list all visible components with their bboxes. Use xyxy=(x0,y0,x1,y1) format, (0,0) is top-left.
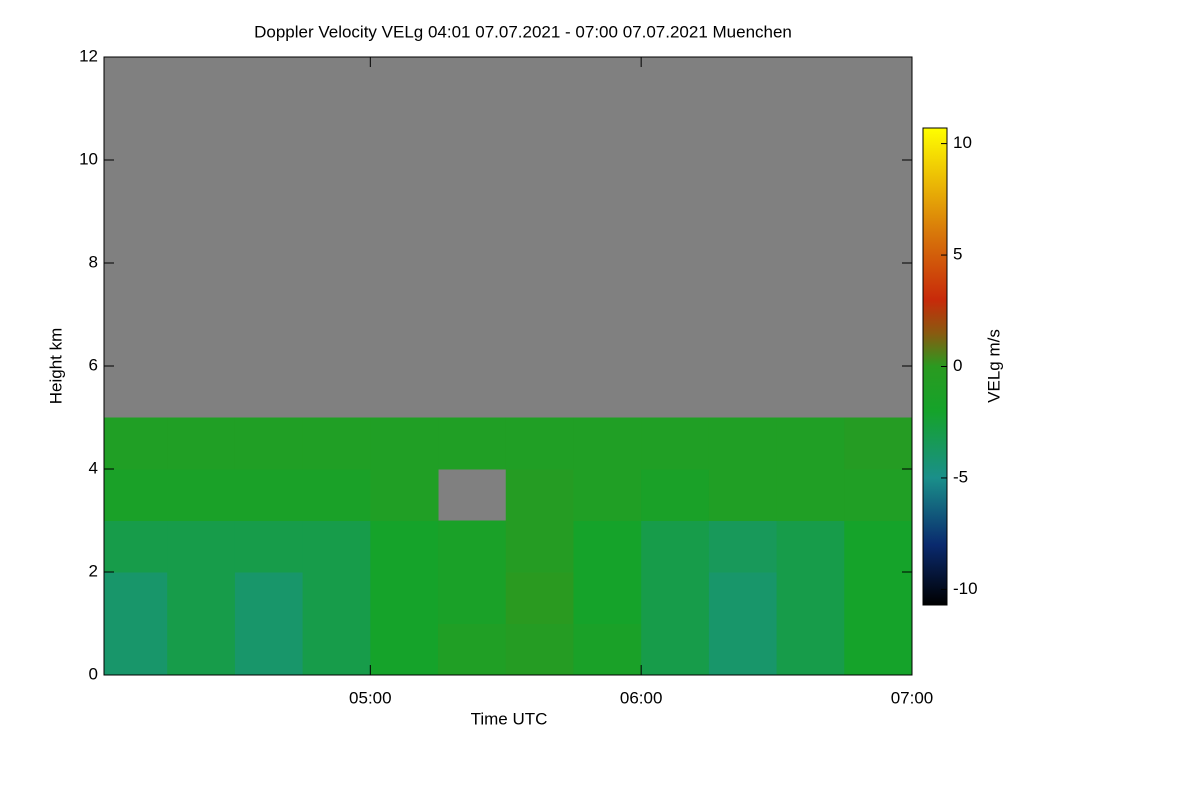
heatmap-cell xyxy=(104,469,168,521)
heatmap-cell xyxy=(167,469,236,521)
heatmap-cell xyxy=(844,572,913,624)
colorbar-tick-label: 0 xyxy=(953,356,962,375)
heatmap-cell xyxy=(234,417,304,470)
heatmap-cell xyxy=(641,572,710,624)
heatmap-cell xyxy=(708,469,778,521)
heatmap-cell xyxy=(370,417,439,470)
heatmap-cell xyxy=(167,572,236,624)
heatmap-cell xyxy=(370,623,439,676)
colorbar-tick-label: -10 xyxy=(953,579,978,598)
heatmap-cell xyxy=(573,572,642,624)
colorbar-label: VELg m/s xyxy=(984,329,1003,403)
y-axis-label: Height km xyxy=(46,328,65,405)
heatmap-cell xyxy=(708,520,778,573)
heatmap-cell xyxy=(844,469,913,521)
colorbar-tick-label: 10 xyxy=(953,133,972,152)
heatmap-cell xyxy=(234,520,304,573)
heatmap-cell xyxy=(641,520,710,573)
heatmap-cell xyxy=(776,520,845,573)
y-tick-label: 0 xyxy=(89,664,98,683)
heatmap-cell xyxy=(844,623,913,676)
heatmap-cell xyxy=(438,572,507,624)
heatmap-cell xyxy=(573,417,642,470)
heatmap-cell xyxy=(302,469,371,521)
x-tick-label: 07:00 xyxy=(891,688,934,707)
heatmap-cell xyxy=(370,572,439,624)
y-tick-label: 4 xyxy=(89,458,98,477)
heatmap-cell xyxy=(776,417,845,470)
heatmap-cell xyxy=(438,520,507,573)
heatmap-cell xyxy=(708,417,778,470)
heatmap-cell xyxy=(234,623,304,676)
colorbar-tick-label: -5 xyxy=(953,467,968,486)
heatmap-cell xyxy=(234,572,304,624)
y-tick-label: 12 xyxy=(79,46,98,65)
heatmap-cell xyxy=(302,623,371,676)
heatmap-cell xyxy=(641,417,710,470)
heatmap-cell xyxy=(302,572,371,624)
heatmap-cell xyxy=(104,417,168,470)
heatmap-cell xyxy=(505,417,574,470)
heatmap-cell xyxy=(167,417,236,470)
heatmap-cell xyxy=(104,520,168,573)
heatmap-cell xyxy=(505,469,574,521)
x-tick-label: 06:00 xyxy=(620,688,663,707)
chart-title: Doppler Velocity VELg 04:01 07.07.2021 -… xyxy=(254,22,792,41)
heatmap-cell xyxy=(438,623,507,676)
heatmap-cell xyxy=(776,469,845,521)
heatmap-cell xyxy=(370,520,439,573)
heatmap-cell xyxy=(573,469,642,521)
heatmap-cell xyxy=(708,572,778,624)
heatmap-cell xyxy=(844,417,913,470)
x-axis-label: Time UTC xyxy=(471,709,548,728)
heatmap-cell xyxy=(708,623,778,676)
heatmap-cell xyxy=(302,417,371,470)
heatmap-cell xyxy=(167,520,236,573)
heatmap-cell xyxy=(573,520,642,573)
heatmap-cell xyxy=(505,520,574,573)
heatmap-cell xyxy=(234,469,304,521)
heatmap-cell xyxy=(573,623,642,676)
y-tick-label: 8 xyxy=(89,252,98,271)
y-tick-label: 10 xyxy=(79,149,98,168)
heatmap-cell xyxy=(370,469,439,521)
heatmap-cell xyxy=(104,623,168,676)
heatmap-cell xyxy=(844,520,913,573)
heatmap-cell xyxy=(438,417,507,470)
y-tick-label: 6 xyxy=(89,355,98,374)
y-tick-label: 2 xyxy=(89,561,98,580)
heatmap-cell xyxy=(776,623,845,676)
x-tick-label: 05:00 xyxy=(349,688,392,707)
heatmap-cell xyxy=(505,623,574,676)
heatmap-cell xyxy=(505,572,574,624)
colorbar-tick-label: 5 xyxy=(953,245,962,264)
heatmap-cell xyxy=(167,623,236,676)
heatmap-cell xyxy=(776,572,845,624)
heatmap-cell xyxy=(641,469,710,521)
heatmap-cell xyxy=(104,572,168,624)
heatmap-cell xyxy=(641,623,710,676)
heatmap-cell xyxy=(302,520,371,573)
